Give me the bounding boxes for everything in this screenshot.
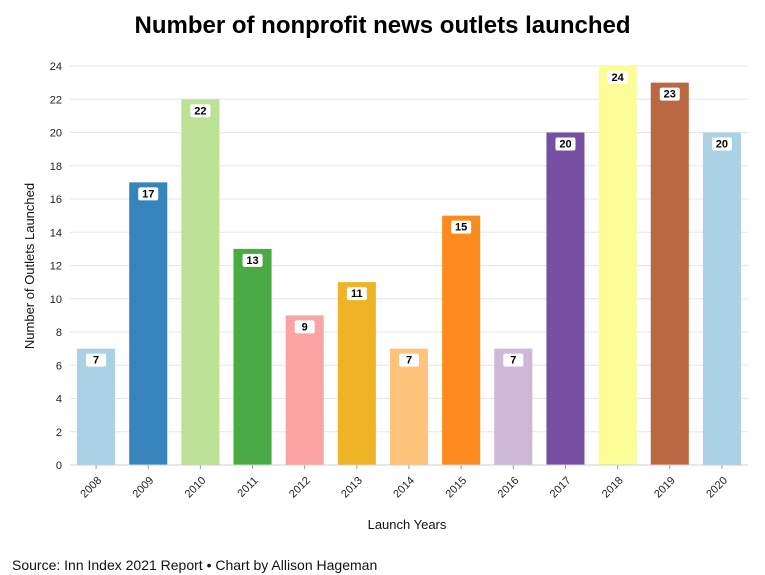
x-tick-label-2008: 2008 [78,475,104,501]
data-label-2014: 7 [406,355,412,367]
bar-2011 [233,248,272,465]
data-label-2018: 24 [611,72,624,84]
data-label-box [294,320,315,334]
data-label-2012: 9 [302,321,308,333]
y-tick-label: 20 [50,128,62,140]
data-label-box [242,253,263,267]
x-tick-label-2020: 2020 [704,475,730,501]
bars [77,66,741,465]
bar-2009 [129,182,168,465]
data-label-box [138,187,159,201]
bar-2020 [702,132,741,465]
data-label-box [399,353,419,367]
bar-2012 [285,315,324,465]
source-note: Source: Inn Index 2021 Report • Chart by… [12,557,378,573]
y-tick-label: 6 [56,360,62,372]
x-tick-label-2014: 2014 [391,475,417,501]
x-tick-label-2017: 2017 [548,475,574,501]
data-label-2015: 15 [455,222,467,234]
x-axis: 2008 2009 2010 2011 2012 2013 2014 2015 2016 2017… [70,464,748,501]
x-tick-label-2009: 2009 [131,475,157,501]
data-label-box [503,353,524,367]
bar-2008 [77,348,116,465]
y-tick-label: 22 [50,94,62,106]
y-axis-title: Number of Outlets Launched [22,183,37,349]
bar-2010 [181,99,220,465]
data-label-box [346,287,367,301]
x-tick-label-2016: 2016 [496,475,522,501]
data-labels: 7 17 22 13 9 11 7 15 7 20 24 23 20 [86,71,732,367]
bar-2019 [650,82,689,465]
data-label-2013: 11 [351,288,363,300]
bar-2014 [389,348,429,465]
data-label-2016: 7 [510,355,516,367]
data-label-box [86,353,107,367]
x-tick-label-2018: 2018 [600,475,626,501]
x-tick-label-2019: 2019 [652,475,678,501]
y-tick-label: 8 [56,327,62,339]
x-tick-label-2011: 2011 [235,475,260,500]
y-tick-label: 10 [50,294,62,306]
y-tick-label: 18 [50,161,62,173]
y-tick-label: 2 [56,427,62,439]
bar-2017 [546,132,585,465]
y-tick-label: 0 [56,460,62,472]
data-label-box [555,137,576,151]
data-label-box [659,87,680,101]
y-tick-label: 12 [50,261,62,273]
data-label-2010: 22 [194,105,206,117]
chart-title: Number of nonprofit news outlets launche… [134,12,631,39]
data-label-2008: 7 [93,355,99,367]
data-label-box [607,71,628,84]
data-label-2009: 17 [142,188,154,200]
data-label-2019: 23 [664,89,676,101]
data-label-2011: 13 [246,255,258,267]
data-label-2020: 20 [716,139,728,151]
bar-2013 [337,282,376,465]
x-axis-title: Launch Years [368,517,447,532]
y-tick-label: 14 [50,227,62,239]
y-tick-label: 16 [50,194,62,206]
bar-2018 [598,66,637,465]
bar-2016 [494,348,533,465]
bar-2015 [442,215,481,465]
data-label-box [451,220,472,234]
y-tick-label: 24 [50,61,62,73]
data-label-box [711,137,732,151]
x-tick-label-2013: 2013 [339,475,365,501]
x-tick-label-2010: 2010 [183,475,209,501]
y-tick-label: 4 [56,394,62,406]
data-label-2017: 20 [559,139,571,151]
x-tick-label-2015: 2015 [443,475,469,501]
data-label-box [190,104,211,118]
x-tick-label-2012: 2012 [287,475,313,501]
